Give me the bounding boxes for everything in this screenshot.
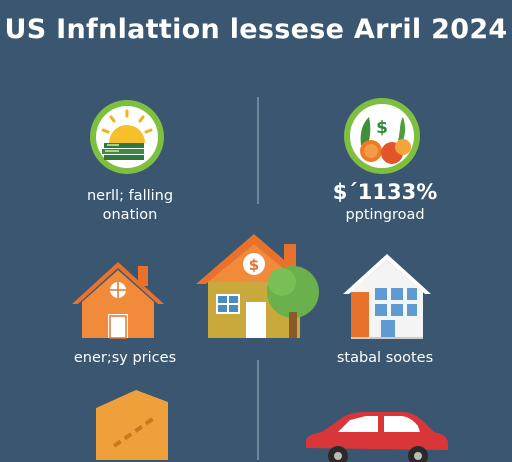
house-dollar-icon: $ (194, 232, 324, 342)
svg-text:$: $ (376, 118, 388, 138)
item-sublabel-1: onation (40, 207, 220, 223)
divider-top (257, 97, 259, 204)
item-label-3: ener;sy prices (40, 350, 210, 366)
item-sublabel-2: pptingroad (300, 207, 470, 223)
house-icon (70, 260, 166, 340)
car-icon (300, 410, 450, 462)
sun-money-icon (87, 97, 167, 177)
item-label-4: stabal sootes (300, 350, 470, 366)
svg-text:$: $ (249, 256, 259, 274)
box-icon (96, 390, 168, 460)
page-title: US Infnlattion lessese Arril 2024 (0, 14, 512, 45)
item-value-2: $´1133% (300, 180, 470, 204)
divider-bottom (257, 360, 259, 460)
building-icon (341, 252, 433, 340)
item-label-1: nerll; falling (40, 188, 220, 204)
vegetables-icon: $ (341, 95, 423, 177)
